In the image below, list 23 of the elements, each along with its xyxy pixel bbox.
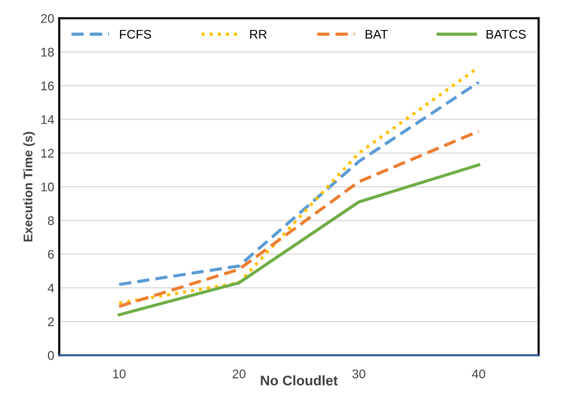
line-series [118, 130, 480, 308]
x-tick-label: 10 [113, 369, 126, 378]
y-tick-label: 0 [48, 351, 54, 360]
y-tick-label: 14 [41, 115, 54, 124]
y-tick-label: 10 [41, 182, 54, 192]
y-tick-label: 20 [41, 14, 54, 23]
x-tick-label: 30 [352, 369, 366, 378]
legend-label: BAT [366, 30, 388, 39]
y-tick-label: 2 [48, 317, 54, 326]
y-tick-label: 12 [41, 148, 54, 158]
y-tick-label: 6 [48, 250, 54, 259]
legend-label: FCFS [120, 30, 152, 39]
x-tick-label: 20 [232, 369, 246, 378]
y-tick-label: 18 [41, 48, 54, 57]
y-tick-label: 4 [48, 284, 54, 292]
legend-label: BATCS [486, 30, 526, 39]
x-tick-label: 40 [472, 369, 486, 378]
y-axis-title: Execution Time (s) [23, 132, 35, 242]
legend-label: RR [250, 30, 267, 39]
y-tick-label: 8 [48, 216, 54, 226]
y-tick-label: 16 [41, 81, 54, 90]
line-series [118, 163, 480, 316]
x-axis-title: No Cloudlet [260, 375, 338, 386]
